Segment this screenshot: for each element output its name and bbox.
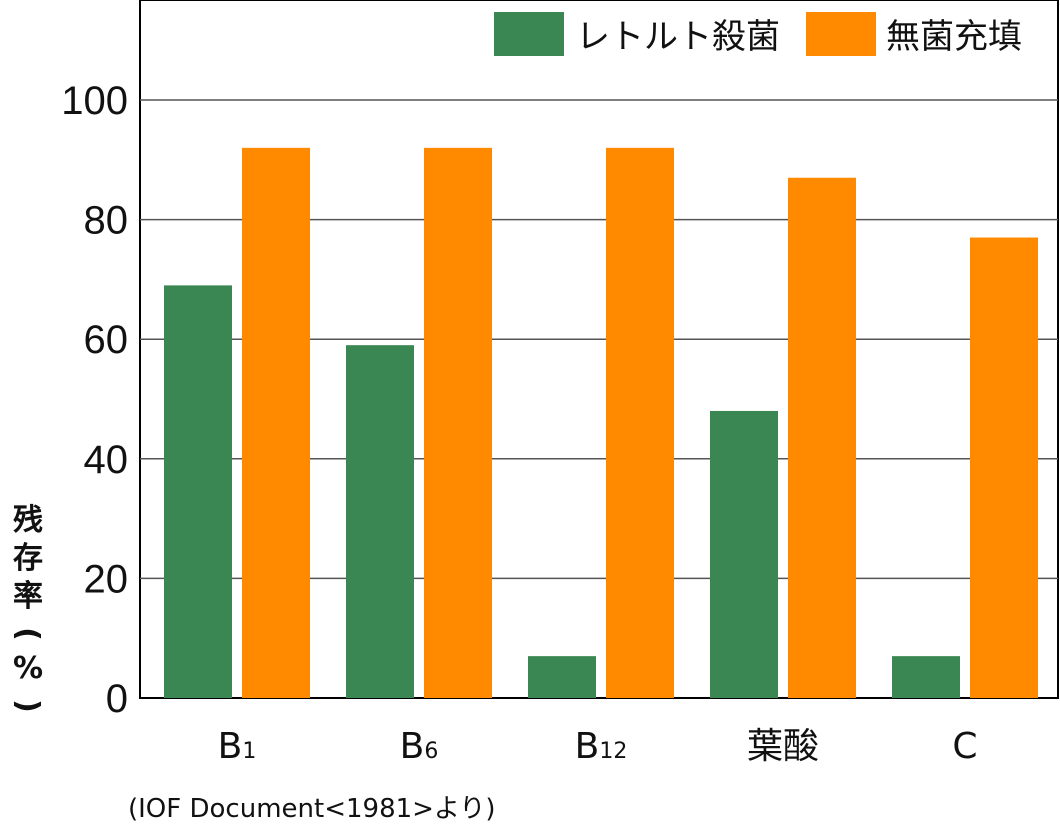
- bar-retort-2: [528, 656, 596, 698]
- y-axis-label: 残存率 (%): [10, 503, 45, 713]
- legend-swatch: [494, 12, 564, 56]
- x-category-label: B12: [575, 726, 628, 767]
- y-tick-label: 80: [84, 199, 129, 243]
- bar-aseptic-3: [788, 177, 856, 699]
- bar-retort-1: [346, 345, 414, 698]
- bar-retort-3: [710, 410, 778, 698]
- bar-retort-0: [164, 285, 232, 698]
- y-axis-label-char: %: [13, 651, 43, 686]
- bar-aseptic-0: [242, 147, 310, 699]
- x-category-label: 葉酸: [747, 726, 819, 767]
- y-axis-ticks: 0 20 40 60 80 100: [61, 79, 128, 721]
- x-category-label: C: [952, 726, 977, 767]
- x-category-label: B1: [218, 726, 257, 767]
- y-tick-label: 100: [61, 79, 128, 123]
- bar-retort-4: [892, 656, 960, 698]
- x-category-label: B6: [400, 726, 439, 767]
- y-axis-label-char: ): [10, 699, 45, 713]
- legend-swatch: [806, 12, 876, 56]
- y-axis-label-char: 率: [13, 579, 43, 614]
- legend-label: 無菌充填: [886, 17, 1022, 57]
- legend-label: レトルト殺菌: [576, 17, 780, 57]
- y-tick-label: 40: [84, 438, 129, 482]
- source-note: (IOF Document<1981>より): [128, 794, 496, 824]
- y-tick-label: 20: [84, 557, 129, 601]
- y-tick-label: 0: [106, 677, 128, 721]
- x-axis-labels: B1 B6 B12 葉酸 C: [218, 726, 978, 767]
- y-tick-label: 60: [84, 318, 129, 362]
- bar-aseptic-1: [424, 147, 492, 699]
- legend: レトルト殺菌 無菌充填: [494, 12, 1022, 57]
- bars: [164, 147, 1038, 699]
- bar-aseptic-2: [606, 147, 674, 699]
- y-axis-label-char: 存: [13, 541, 43, 576]
- y-axis-label-char: 残: [13, 503, 43, 538]
- y-axis-label-char: (: [10, 627, 45, 641]
- bar-aseptic-4: [970, 237, 1038, 699]
